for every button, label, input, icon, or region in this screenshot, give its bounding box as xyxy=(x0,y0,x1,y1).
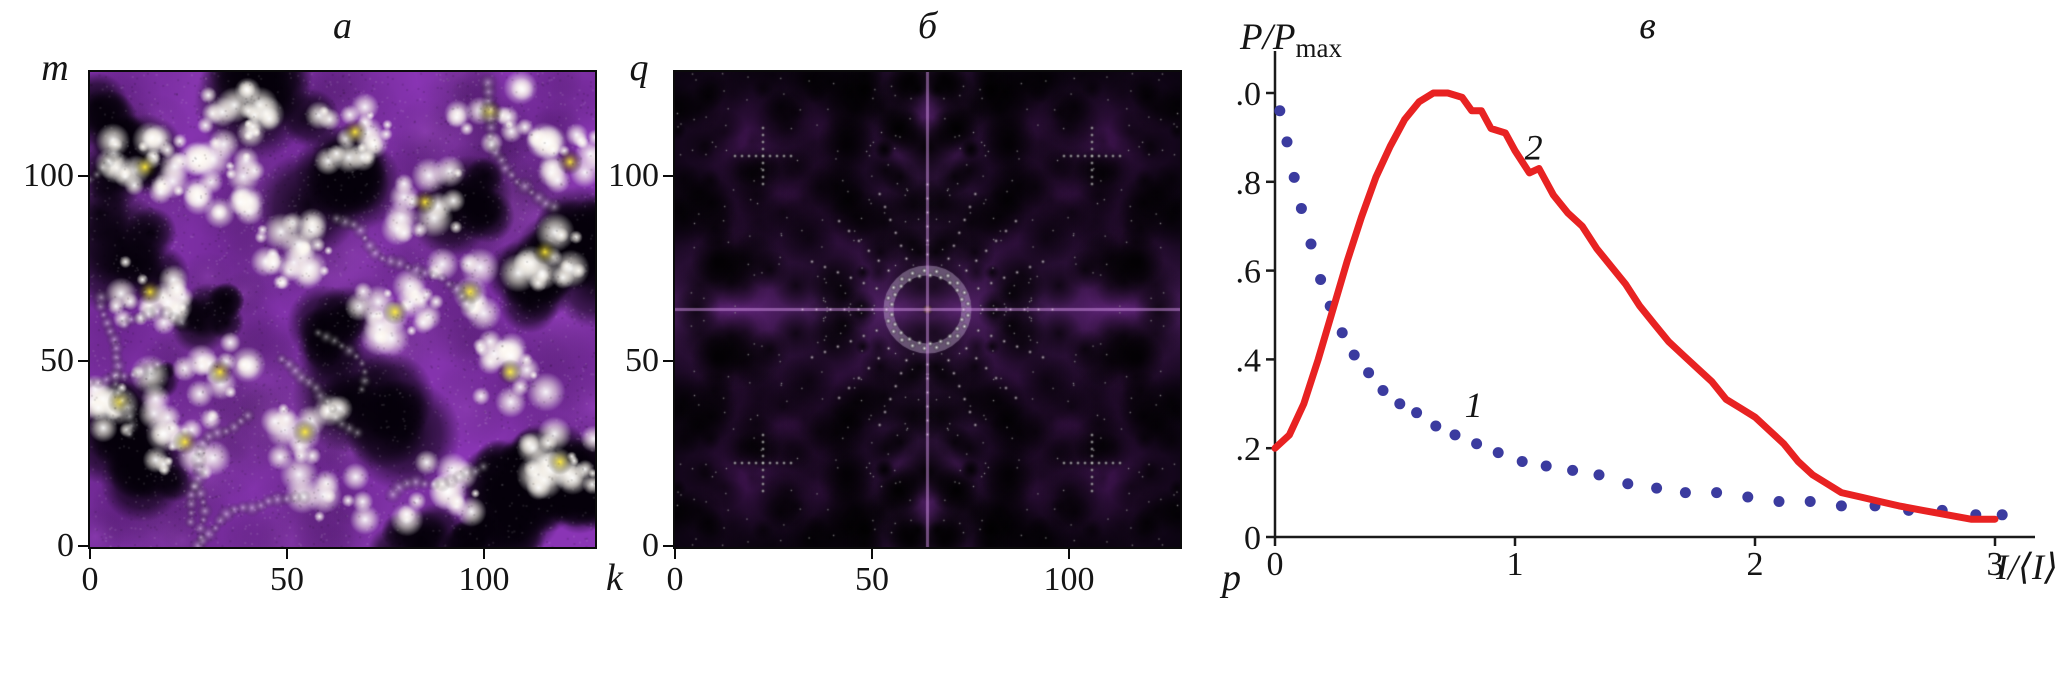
series-1-dot xyxy=(1449,429,1461,441)
plot-x-tick-label: 3 xyxy=(1987,546,2004,583)
panel-b-x-tick-label: 0 xyxy=(666,561,684,598)
panel-c-title: в xyxy=(1639,5,1656,47)
series-1-dot xyxy=(1471,438,1483,450)
series-1-dot xyxy=(1593,469,1605,481)
panel-a-y-tick-mark xyxy=(78,545,88,547)
panel-a-x-tick-label: 100 xyxy=(458,561,510,598)
panel-b-y-tick-mark xyxy=(663,175,673,177)
panel-a-speckle-image xyxy=(88,70,597,549)
plot-y-tick-label: 0.4 xyxy=(1235,342,1261,379)
series-1-dot xyxy=(1516,456,1528,468)
series-1-dot xyxy=(1281,136,1293,148)
series-1-dot xyxy=(1274,105,1286,117)
panel-a-x-tick-mark xyxy=(89,549,91,559)
panel-c-y-axis-label-base: P/P xyxy=(1240,17,1296,58)
plot-x-tick-label: 0 xyxy=(1267,546,1284,583)
plot-y-tick-label: 1.0 xyxy=(1235,76,1261,113)
panel-b-y-tick-label: 0 xyxy=(642,527,659,564)
series-1-dot xyxy=(1315,273,1327,285)
series-1-dot xyxy=(1651,482,1663,494)
plot-x-tick-label: 1 xyxy=(1507,546,1524,583)
panel-b-x-tick-mark xyxy=(674,549,676,559)
panel-b-x-tick-label: 50 xyxy=(855,561,889,598)
panel-c-x-axis-label: I/⟨I⟩ xyxy=(1996,547,2059,587)
panel-c-y-axis-label-subscript: max xyxy=(1295,33,1342,63)
panel-b-x-tick-label: 100 xyxy=(1043,561,1095,598)
panel-c-plot: 0 1 2 3 1.0 0.8 0.6 0.4 0.2 0 1 2 xyxy=(1235,51,2035,583)
panel-a-y-tick-label: 50 xyxy=(40,342,74,379)
series-1-dot xyxy=(1835,500,1847,512)
series-1-dot xyxy=(1622,478,1634,490)
panel-a-x-tick-mark xyxy=(483,549,485,559)
panel-b-x-tick-mark xyxy=(871,549,873,559)
panel-a-y-tick-label: 0 xyxy=(57,527,74,564)
panel-b-y-tick-mark xyxy=(663,545,673,547)
panel-a-y-tick-mark xyxy=(78,175,88,177)
series-1-dot xyxy=(1288,171,1300,183)
series-1-dot xyxy=(1295,202,1307,214)
series-1-dot xyxy=(1567,464,1579,476)
panel-b-y-axis-label: q xyxy=(629,47,649,89)
plot-y-tick-label: 0 xyxy=(1244,520,1261,557)
plot-y-tick-label: 0.6 xyxy=(1235,254,1261,291)
series-1-dot xyxy=(1377,384,1389,396)
plot-y-tick-label: 0.2 xyxy=(1235,431,1261,468)
series-1-dot xyxy=(1305,238,1317,250)
panel-b-x-tick-mark xyxy=(1068,549,1070,559)
series-1-dot xyxy=(1679,487,1691,499)
panel-a-x-tick-label: 0 xyxy=(81,561,99,598)
series-1-dot xyxy=(1996,509,2008,521)
series-1-dot xyxy=(1394,398,1406,410)
series-1-dot xyxy=(1540,460,1552,472)
panel-a-y-tick-label: 100 xyxy=(23,157,74,194)
panel-a-x-axis-label: k xyxy=(606,557,623,599)
series-1-dot xyxy=(1411,407,1423,419)
panel-a-y-tick-mark xyxy=(78,360,88,362)
panel-b-y-tick-label: 100 xyxy=(608,157,659,194)
series-1-dot xyxy=(1742,491,1754,503)
panel-b-y-tick-mark xyxy=(663,360,673,362)
series-1-dot xyxy=(1804,495,1816,507)
plot-x-tick-label: 2 xyxy=(1747,546,1764,583)
series-1-label: 1 xyxy=(1465,385,1483,425)
panel-a-title: а xyxy=(333,5,352,47)
panel-a-y-axis-label: m xyxy=(41,47,69,89)
series-1-dot xyxy=(1430,420,1442,432)
series-2-label: 2 xyxy=(1525,128,1543,168)
series-1-dot xyxy=(1492,447,1504,459)
series-1-dot xyxy=(1711,487,1723,499)
series-1-dot xyxy=(1336,327,1348,339)
panel-c-y-axis-label: P/Pmax xyxy=(1240,16,1342,64)
series-1-dot xyxy=(1773,495,1785,507)
panel-b-title: б xyxy=(917,5,938,47)
panel-b-spectrum-image xyxy=(673,70,1182,549)
series-1-dot xyxy=(1348,349,1360,361)
panel-a-x-tick-mark xyxy=(286,549,288,559)
plot-y-tick-label: 0.8 xyxy=(1235,165,1261,202)
panel-a-x-tick-label: 50 xyxy=(270,561,304,598)
series-1-dot xyxy=(1363,367,1375,379)
panel-b-x-axis-label: p xyxy=(1222,557,1241,599)
series-2-curve xyxy=(1271,89,1999,523)
panel-b-y-tick-label: 50 xyxy=(625,342,659,379)
